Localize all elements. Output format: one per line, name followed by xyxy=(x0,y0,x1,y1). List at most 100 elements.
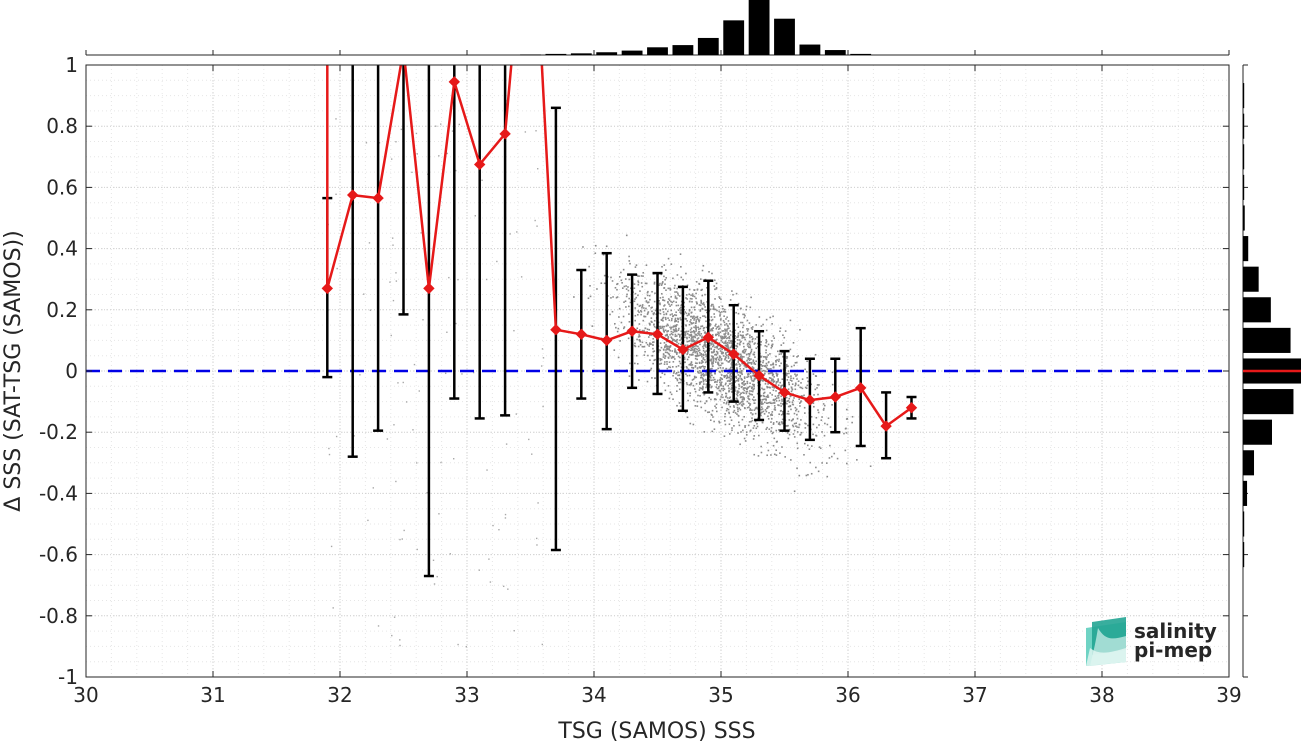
scatter-point xyxy=(690,343,692,345)
scatter-point xyxy=(753,396,755,398)
scatter-point xyxy=(665,334,668,336)
scatter-point xyxy=(726,330,728,332)
scatter-point xyxy=(787,437,790,440)
top-histogram-bar xyxy=(723,20,745,56)
scatter-point xyxy=(531,453,533,455)
mean-marker xyxy=(651,328,664,340)
scatter-point xyxy=(716,351,719,354)
scatter-point xyxy=(678,327,680,330)
scatter-point xyxy=(722,330,725,332)
scatter-point xyxy=(644,297,647,300)
scatter-point xyxy=(729,405,732,408)
scatter-point xyxy=(458,123,460,126)
scatter-point xyxy=(775,361,777,363)
scatter-point xyxy=(700,387,703,390)
scatter-point xyxy=(699,310,702,312)
scatter-point xyxy=(714,378,716,381)
scatter-point xyxy=(751,361,753,364)
scatter-point xyxy=(671,301,674,304)
scatter-point xyxy=(639,343,642,346)
scatter-point xyxy=(735,311,737,314)
scatter-point xyxy=(790,365,793,368)
scatter-point xyxy=(336,267,338,270)
scatter-point xyxy=(672,331,674,334)
scatter-point xyxy=(756,422,758,425)
scatter-point xyxy=(779,381,782,384)
scatter-point xyxy=(703,431,706,433)
scatter-point xyxy=(647,311,650,313)
scatter-point xyxy=(790,386,793,389)
scatter-point xyxy=(695,281,698,283)
scatter-point xyxy=(788,372,790,375)
scatter-point xyxy=(644,282,647,285)
scatter-point xyxy=(781,378,784,381)
scatter-point xyxy=(724,396,727,398)
mean-marker xyxy=(346,189,359,201)
scatter-point xyxy=(823,434,826,437)
scatter-point xyxy=(719,381,721,384)
top-histogram-bar xyxy=(824,50,846,55)
scatter-point xyxy=(736,345,739,348)
scatter-point xyxy=(730,357,733,360)
scatter-point xyxy=(771,363,774,366)
scatter-point xyxy=(672,398,674,401)
scatter-point xyxy=(781,384,784,387)
scatter-point xyxy=(738,387,740,390)
scatter-point xyxy=(704,365,706,368)
scatter-point xyxy=(662,354,665,356)
scatter-point xyxy=(623,285,626,288)
scatter-point xyxy=(650,334,653,336)
scatter-point xyxy=(734,381,736,383)
scatter-point xyxy=(685,330,688,333)
scatter-point xyxy=(661,372,664,375)
scatter-point xyxy=(674,295,677,298)
scatter-point xyxy=(830,455,833,458)
scatter-point xyxy=(741,385,743,388)
scatter-point xyxy=(760,367,763,370)
scatter-point xyxy=(724,333,727,335)
scatter-point xyxy=(389,281,391,283)
scatter-point xyxy=(763,388,766,391)
scatter-point xyxy=(799,402,801,404)
scatter-point xyxy=(634,298,636,300)
scatter-point xyxy=(641,304,644,306)
scatter-point xyxy=(829,444,831,447)
scatter-point xyxy=(616,330,619,333)
scatter-point xyxy=(680,312,683,314)
scatter-point xyxy=(742,326,744,329)
scatter-point xyxy=(695,382,698,385)
scatter-point xyxy=(728,397,731,399)
scatter-point xyxy=(725,395,728,397)
scatter-point xyxy=(753,384,755,386)
scatter-point xyxy=(747,373,749,376)
scatter-point xyxy=(748,361,750,364)
scatter-point xyxy=(721,393,723,396)
scatter-point xyxy=(771,394,774,396)
scatter-point xyxy=(726,328,728,331)
scatter-point xyxy=(793,364,795,367)
scatter-point xyxy=(675,301,678,304)
scatter-point xyxy=(772,444,775,447)
scatter-point xyxy=(766,386,769,389)
scatter-point xyxy=(754,412,757,415)
scatter-point xyxy=(734,337,737,340)
scatter-point xyxy=(742,331,744,333)
scatter-point xyxy=(749,306,752,309)
scatter-point xyxy=(748,421,751,423)
scatter-point xyxy=(712,307,715,309)
scatter-point xyxy=(395,272,397,274)
scatter-point xyxy=(588,265,590,268)
scatter-point xyxy=(792,399,795,402)
scatter-point xyxy=(787,413,790,415)
scatter-point xyxy=(727,344,729,347)
scatter-point xyxy=(721,352,724,355)
scatter-point xyxy=(751,379,753,382)
scatter-point xyxy=(746,406,749,409)
scatter-point xyxy=(629,301,632,304)
scatter-point xyxy=(775,454,778,456)
scatter-point xyxy=(695,350,698,353)
scatter-point xyxy=(798,398,800,401)
scatter-point xyxy=(738,391,740,393)
scatter-point xyxy=(790,375,792,377)
scatter-point xyxy=(686,392,689,395)
